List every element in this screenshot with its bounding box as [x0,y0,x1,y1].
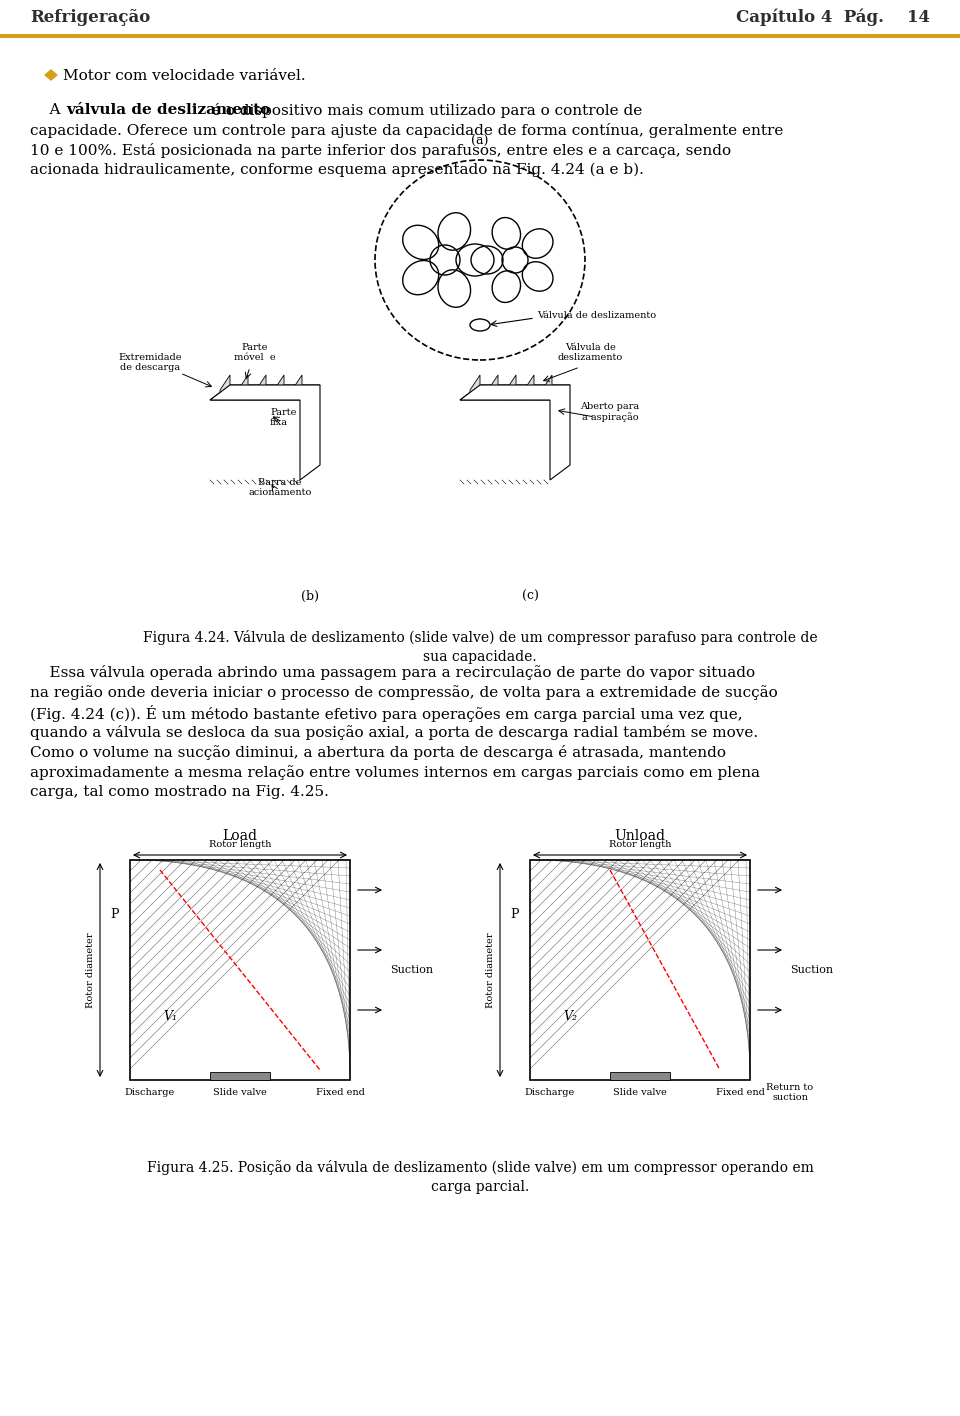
Text: (a): (a) [471,135,489,149]
Polygon shape [220,375,230,399]
Polygon shape [488,375,498,399]
Polygon shape [460,385,570,480]
Text: Rotor diameter: Rotor diameter [486,932,495,1008]
Text: Motor com velocidade variável.: Motor com velocidade variável. [63,69,305,84]
Bar [130,860,350,1080]
Text: Suction: Suction [790,964,833,976]
Bar [0,34,960,38]
Bar [610,1072,670,1080]
Text: na região onde deveria iniciar o processo de compressão, de volta para a extremi: na região onde deveria iniciar o process… [30,685,778,700]
Text: Parte
fixa: Parte fixa [270,408,297,428]
Text: Fixed end: Fixed end [316,1087,365,1097]
Text: Fixed end: Fixed end [715,1087,764,1097]
Polygon shape [238,375,248,399]
Text: Refrigeração: Refrigeração [30,8,151,25]
Polygon shape [274,375,284,399]
Text: Essa válvula operada abrindo uma passagem para a recirculação de parte do vapor : Essa válvula operada abrindo uma passage… [30,666,756,680]
Text: 10 e 100%. Está posicionada na parte inferior dos parafusos, entre eles e a carc: 10 e 100%. Está posicionada na parte inf… [30,143,732,159]
Text: Figura 4.24. Válvula de deslizamento (slide valve) de um compressor parafuso par: Figura 4.24. Válvula de deslizamento (sl… [143,630,817,664]
Text: Unload: Unload [614,828,665,843]
Text: Slide valve: Slide valve [213,1087,267,1097]
Text: Figura 4.25. Posição da válvula de deslizamento (slide valve) em um compressor o: Figura 4.25. Posição da válvula de desli… [147,1160,813,1195]
Polygon shape [470,375,480,399]
Text: V₂: V₂ [563,1010,577,1022]
Polygon shape [210,385,320,480]
Bar [210,1072,270,1080]
Text: Como o volume na sucção diminui, a abertura da porta de descarga é atrasada, man: Como o volume na sucção diminui, a abert… [30,745,726,760]
Polygon shape [292,375,302,399]
Text: Válvula de deslizamento: Válvula de deslizamento [537,310,656,320]
Text: P: P [511,909,519,922]
Polygon shape [45,69,57,79]
Text: Barra de
acionamento: Barra de acionamento [249,477,312,497]
Text: Rotor diameter: Rotor diameter [86,932,95,1008]
Text: Parte
móvel  e: Parte móvel e [234,343,276,362]
Text: válvula de deslizamento: válvula de deslizamento [66,103,271,118]
Text: Suction: Suction [390,964,433,976]
Text: Aberto para
a aspiração: Aberto para a aspiração [581,402,639,422]
Polygon shape [542,375,552,399]
Text: (c): (c) [521,590,539,603]
Text: capacidade. Oferece um controle para ajuste da capacidade de forma contínua, ger: capacidade. Oferece um controle para aju… [30,123,783,137]
Text: Discharge: Discharge [525,1087,575,1097]
Text: Discharge: Discharge [125,1087,175,1097]
Text: (b): (b) [301,590,319,603]
Polygon shape [210,385,320,399]
Text: Rotor length: Rotor length [609,840,671,850]
Text: A: A [30,103,65,118]
Text: Slide valve: Slide valve [613,1087,667,1097]
Text: Capítulo 4  Pág.    14: Capítulo 4 Pág. 14 [736,8,930,25]
Text: carga, tal como mostrado na Fig. 4.25.: carga, tal como mostrado na Fig. 4.25. [30,784,329,799]
Text: Rotor length: Rotor length [209,840,271,850]
Text: Load: Load [223,828,257,843]
Text: Return to
suction: Return to suction [766,1083,813,1102]
Polygon shape [460,385,570,399]
Text: (Fig. 4.24 (c)). É um método bastante efetivo para operações em carga parcial um: (Fig. 4.24 (c)). É um método bastante ef… [30,705,743,722]
Text: Extremidade
de descarga: Extremidade de descarga [118,353,181,372]
Text: é o dispositivo mais comum utilizado para o controle de: é o dispositivo mais comum utilizado par… [207,103,642,118]
Polygon shape [256,375,266,399]
Text: aproximadamente a mesma relação entre volumes internos em cargas parciais como e: aproximadamente a mesma relação entre vo… [30,765,760,780]
Polygon shape [506,375,516,399]
Text: acionada hidraulicamente, conforme esquema apresentado na Fig. 4.24 (a e b).: acionada hidraulicamente, conforme esque… [30,163,644,177]
Text: Válvula de
deslizamento: Válvula de deslizamento [558,343,623,362]
Text: quando a válvula se desloca da sua posição axial, a porta de descarga radial tam: quando a válvula se desloca da sua posiç… [30,725,758,741]
Text: P: P [110,909,119,922]
Polygon shape [524,375,534,399]
Bar [530,860,750,1080]
Text: V₁: V₁ [163,1010,177,1022]
